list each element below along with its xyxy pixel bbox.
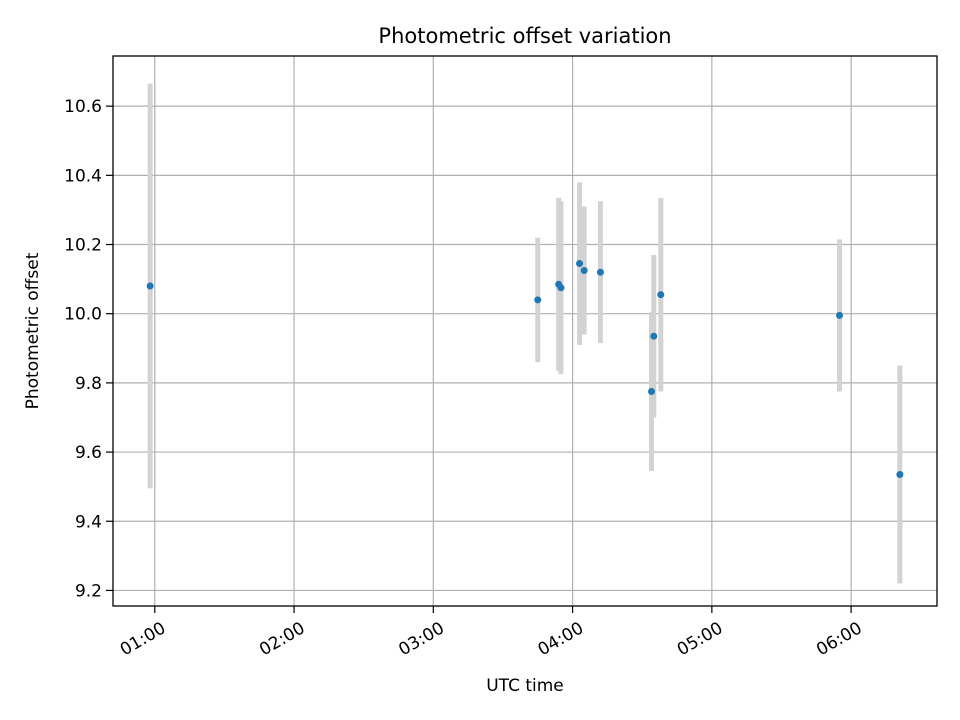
data-point (580, 266, 588, 274)
data-point (648, 388, 656, 396)
data-point (557, 284, 565, 292)
x-tick-label: 02:00 (256, 618, 308, 660)
data-point (576, 260, 584, 268)
data-point (596, 268, 604, 276)
y-tick-label: 9.4 (75, 512, 102, 532)
y-tick-label: 9.2 (75, 581, 102, 601)
y-axis: 9.2 9.4 9.6 9.8 10.0 10.2 10.4 10.6 (64, 97, 113, 601)
y-tick-label: 9.6 (75, 443, 102, 463)
y-tick-label: 10.0 (64, 305, 102, 325)
data-point (657, 291, 665, 299)
data-point (896, 471, 904, 479)
grid (113, 56, 937, 606)
x-tick-label: 04:00 (535, 618, 587, 660)
x-tick-label: 01:00 (117, 618, 169, 660)
plot-frame (112, 55, 938, 607)
x-tick-label: 03:00 (395, 618, 447, 660)
x-axis: 01:00 02:00 03:00 04:00 05:00 06:00 (117, 606, 866, 660)
x-tick-label: 05:00 (674, 618, 726, 660)
y-axis-label: Photometric offset (23, 252, 43, 409)
y-tick-label: 10.6 (64, 97, 102, 117)
data-point (146, 282, 154, 290)
y-tick-label: 10.2 (64, 236, 102, 256)
error-bars (147, 83, 903, 584)
data-point (534, 296, 542, 304)
x-axis-label: UTC time (486, 676, 564, 696)
y-tick-label: 9.8 (75, 374, 102, 394)
x-tick-label: 06:00 (813, 618, 865, 660)
y-tick-label: 10.4 (64, 166, 102, 186)
data-point (650, 332, 658, 340)
data-points (146, 260, 904, 479)
chart-title: Photometric offset variation (378, 24, 671, 48)
data-point (836, 311, 844, 319)
